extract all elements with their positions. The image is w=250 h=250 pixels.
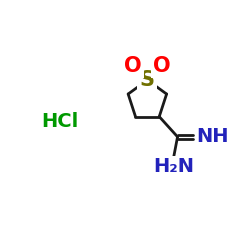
Text: HCl: HCl — [41, 112, 78, 131]
Text: O: O — [124, 56, 142, 76]
Text: H₂N: H₂N — [153, 157, 194, 176]
Text: NH: NH — [196, 127, 228, 146]
Text: S: S — [140, 70, 155, 90]
Text: O: O — [153, 56, 170, 76]
